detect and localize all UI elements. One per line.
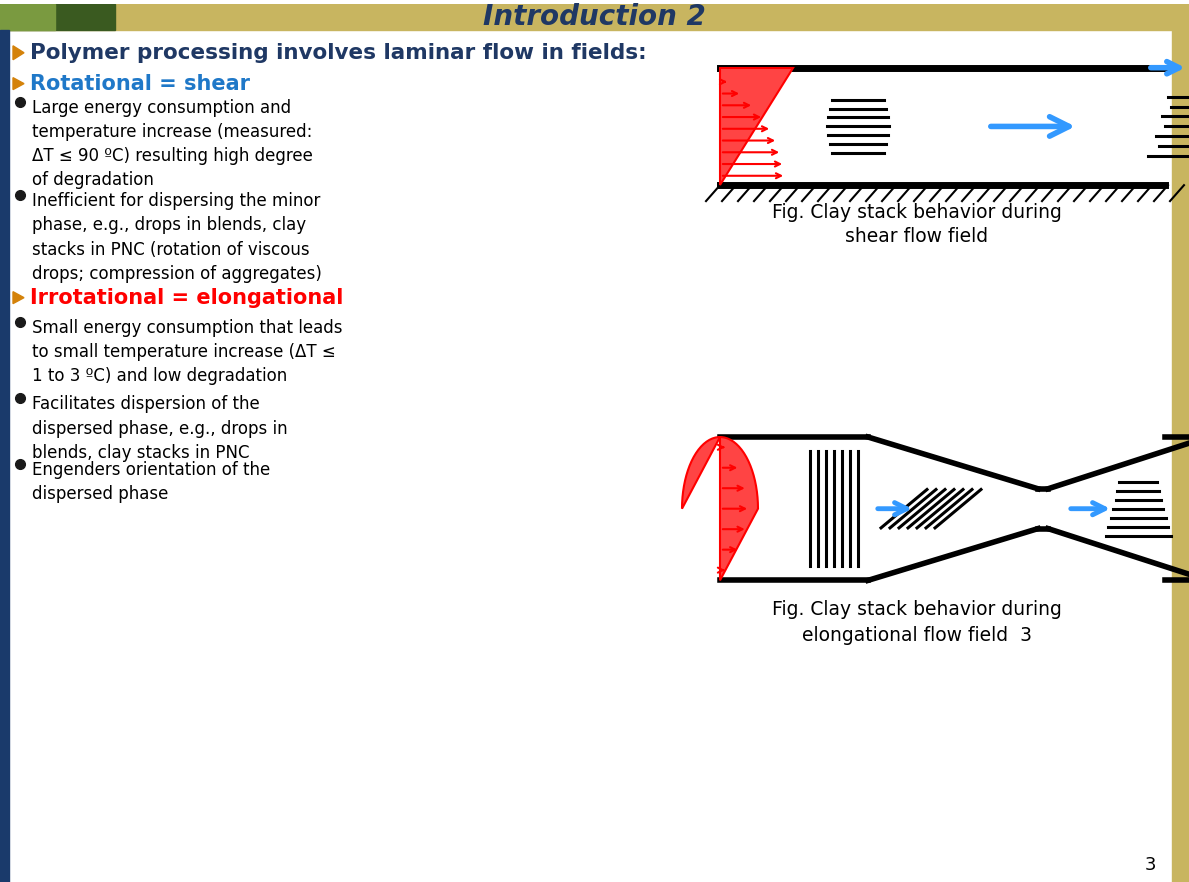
Text: Irrotational = elongational: Irrotational = elongational — [30, 288, 344, 308]
Text: Rotational = shear: Rotational = shear — [30, 73, 250, 93]
Bar — [0, 4, 1189, 30]
Text: Inefficient for dispersing the minor
phase, e.g., drops in blends, clay
stacks i: Inefficient for dispersing the minor pha… — [32, 192, 322, 283]
Text: Small energy consumption that leads
to small temperature increase (ΔT ≤
1 to 3 º: Small energy consumption that leads to s… — [32, 318, 342, 385]
Bar — [0, 4, 115, 30]
Text: Fig. Clay stack behavior during: Fig. Clay stack behavior during — [772, 203, 1062, 222]
Bar — [0, 30, 10, 882]
Text: shear flow field: shear flow field — [845, 227, 988, 246]
Text: Engenders orientation of the
dispersed phase: Engenders orientation of the dispersed p… — [32, 461, 270, 504]
Polygon shape — [682, 437, 759, 580]
Bar — [0, 4, 55, 30]
Text: Facilitates dispersion of the
dispersed phase, e.g., drops in
blends, clay stack: Facilitates dispersion of the dispersed … — [32, 395, 288, 462]
Text: elongational flow field  3: elongational flow field 3 — [801, 626, 1032, 645]
Text: Polymer processing involves laminar flow in fields:: Polymer processing involves laminar flow… — [30, 42, 647, 63]
Text: 3: 3 — [1144, 856, 1156, 874]
Polygon shape — [13, 78, 24, 90]
Polygon shape — [13, 292, 24, 303]
Text: Fig. Clay stack behavior during: Fig. Clay stack behavior during — [772, 601, 1062, 619]
Text: Introduction 2: Introduction 2 — [483, 3, 705, 31]
Bar — [1172, 4, 1189, 882]
Text: Large energy consumption and
temperature increase (measured:
ΔT ≤ 90 ºC) resulti: Large energy consumption and temperature… — [32, 99, 313, 190]
Polygon shape — [721, 68, 793, 185]
Polygon shape — [13, 46, 24, 60]
